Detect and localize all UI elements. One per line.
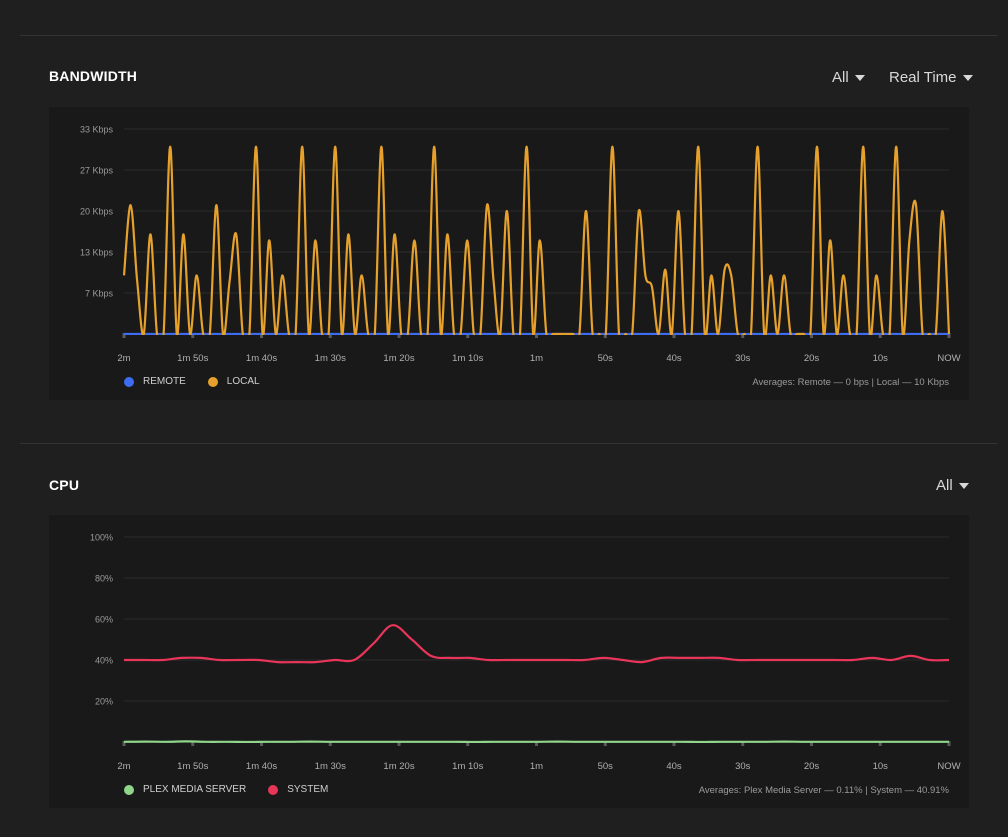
y-tick-label: 13 Kbps	[80, 248, 114, 258]
legend-item-system[interactable]: SYSTEM	[268, 784, 328, 795]
caret-down-icon	[958, 482, 969, 489]
legend-label-remote: REMOTE	[143, 376, 186, 387]
bandwidth-range-label: Real Time	[889, 69, 957, 86]
x-tick-label: 2m	[117, 761, 130, 772]
series-line-local	[122, 145, 951, 335]
x-tick	[260, 333, 263, 338]
x-tick	[741, 333, 745, 338]
bandwidth-legend: REMOTE LOCAL	[124, 376, 282, 387]
y-tick-label: 80%	[95, 574, 113, 584]
x-tick-label: 50s	[598, 761, 614, 772]
x-tick	[122, 741, 126, 746]
x-tick-label: 40s	[666, 761, 682, 772]
plex-media-server-dot-icon	[124, 784, 134, 795]
y-tick-label: 20%	[95, 697, 113, 707]
y-tick-label: 40%	[95, 656, 113, 666]
top-divider	[20, 35, 998, 36]
x-tick-label: 1m 50s	[177, 353, 208, 364]
legend-item-local[interactable]: LOCAL	[207, 376, 260, 387]
legend-item-remote[interactable]: REMOTE	[124, 376, 186, 387]
x-tick-label: NOW	[937, 761, 960, 772]
x-tick	[466, 741, 470, 746]
x-tick	[328, 741, 332, 746]
x-tick-label: 1m 20s	[383, 353, 414, 364]
series-line-system	[124, 624, 950, 664]
x-tick	[603, 333, 607, 338]
y-tick-label: 7 Kbps	[85, 289, 114, 299]
x-tick-label: 20s	[804, 353, 820, 364]
x-tick-label: 1m 10s	[452, 761, 483, 772]
cpu-filter-dropdown[interactable]: All	[936, 477, 969, 494]
x-tick-label: 1m 30s	[315, 353, 346, 364]
y-tick-label: 27 Kbps	[80, 166, 114, 176]
x-tick	[947, 741, 951, 746]
x-tick	[260, 741, 263, 746]
bandwidth-filter-label: All	[832, 69, 849, 86]
x-tick-label: 1m 20s	[383, 761, 414, 772]
cpu-averages: Averages: Plex Media Server — 0.11% | Sy…	[698, 785, 949, 796]
legend-label-system: SYSTEM	[287, 784, 329, 795]
series-line-plex-media-server	[123, 740, 949, 743]
x-tick	[603, 741, 607, 746]
legend-label-local: LOCAL	[226, 376, 260, 387]
x-tick-label: 50s	[598, 353, 614, 364]
x-tick-label: 30s	[735, 353, 751, 364]
bandwidth-averages: Averages: Remote — 0 bps | Local — 10 Kb…	[752, 377, 949, 388]
x-tick	[535, 741, 538, 746]
x-tick-label: 10s	[873, 761, 889, 772]
y-tick-label: 100%	[90, 533, 113, 543]
x-tick	[810, 333, 813, 338]
legend-label-plex-media-server: PLEX MEDIA SERVER	[143, 784, 247, 795]
bandwidth-chart: 7 Kbps 13 Kbps 20 Kbps 27 Kbps 33 Kbps 2m 1m 5…	[80, 125, 961, 365]
x-tick-label: 1m 40s	[246, 353, 277, 364]
x-tick-label: 2m	[117, 353, 130, 364]
y-tick-label: 60%	[95, 615, 113, 625]
system-dot-icon	[268, 784, 279, 795]
x-tick-label: 1m 10s	[452, 353, 483, 364]
bandwidth-title: BANDWIDTH	[49, 68, 138, 84]
x-tick	[810, 741, 813, 746]
bandwidth-filter-dropdown[interactable]: All	[832, 69, 865, 86]
x-tick	[191, 333, 195, 338]
cpu-chart-panel: 20% 40% 60% 80% 100% 2m 1m 50s 1m 40s 1m 30s 1m 2…	[49, 515, 969, 808]
x-tick-label: 1m 50s	[177, 761, 208, 772]
x-tick	[878, 333, 882, 338]
x-tick	[672, 333, 676, 338]
bandwidth-chart-panel: 7 Kbps 13 Kbps 20 Kbps 27 Kbps 33 Kbps 2m 1m 5…	[49, 107, 969, 400]
x-tick-label: 40s	[666, 353, 682, 364]
caret-down-icon	[854, 74, 865, 81]
x-tick-label: 1m	[530, 761, 543, 772]
x-tick	[191, 741, 195, 746]
bandwidth-range-dropdown[interactable]: Real Time	[889, 69, 973, 86]
local-dot-icon	[207, 376, 218, 387]
x-tick	[397, 333, 401, 338]
cpu-chart: 20% 40% 60% 80% 100% 2m 1m 50s 1m 40s 1m 30s 1m 2…	[90, 533, 961, 773]
x-tick-label: 20s	[804, 761, 820, 772]
x-tick-label: 30s	[735, 761, 751, 772]
x-tick-label: NOW	[937, 353, 960, 364]
caret-down-icon	[962, 74, 973, 81]
x-tick	[397, 741, 401, 746]
legend-item-plex-media-server[interactable]: PLEX MEDIA SERVER	[124, 784, 246, 795]
y-tick-label: 20 Kbps	[80, 207, 114, 217]
y-tick-label: 33 Kbps	[80, 125, 114, 135]
x-tick	[466, 333, 470, 338]
cpu-title: CPU	[49, 477, 80, 493]
cpu-filter-label: All	[936, 477, 953, 494]
x-tick	[122, 333, 126, 338]
x-tick	[878, 741, 882, 746]
x-tick	[535, 333, 538, 338]
x-tick-label: 10s	[873, 353, 889, 364]
remote-dot-icon	[124, 376, 134, 387]
x-tick	[328, 333, 332, 338]
x-tick	[947, 333, 951, 338]
x-tick	[672, 741, 676, 746]
cpu-legend: PLEX MEDIA SERVER SYSTEM	[124, 784, 350, 795]
x-tick-label: 1m	[530, 353, 543, 364]
x-tick-label: 1m 40s	[246, 761, 277, 772]
section-divider	[20, 443, 998, 444]
x-tick	[741, 741, 745, 746]
x-tick-label: 1m 30s	[315, 761, 346, 772]
